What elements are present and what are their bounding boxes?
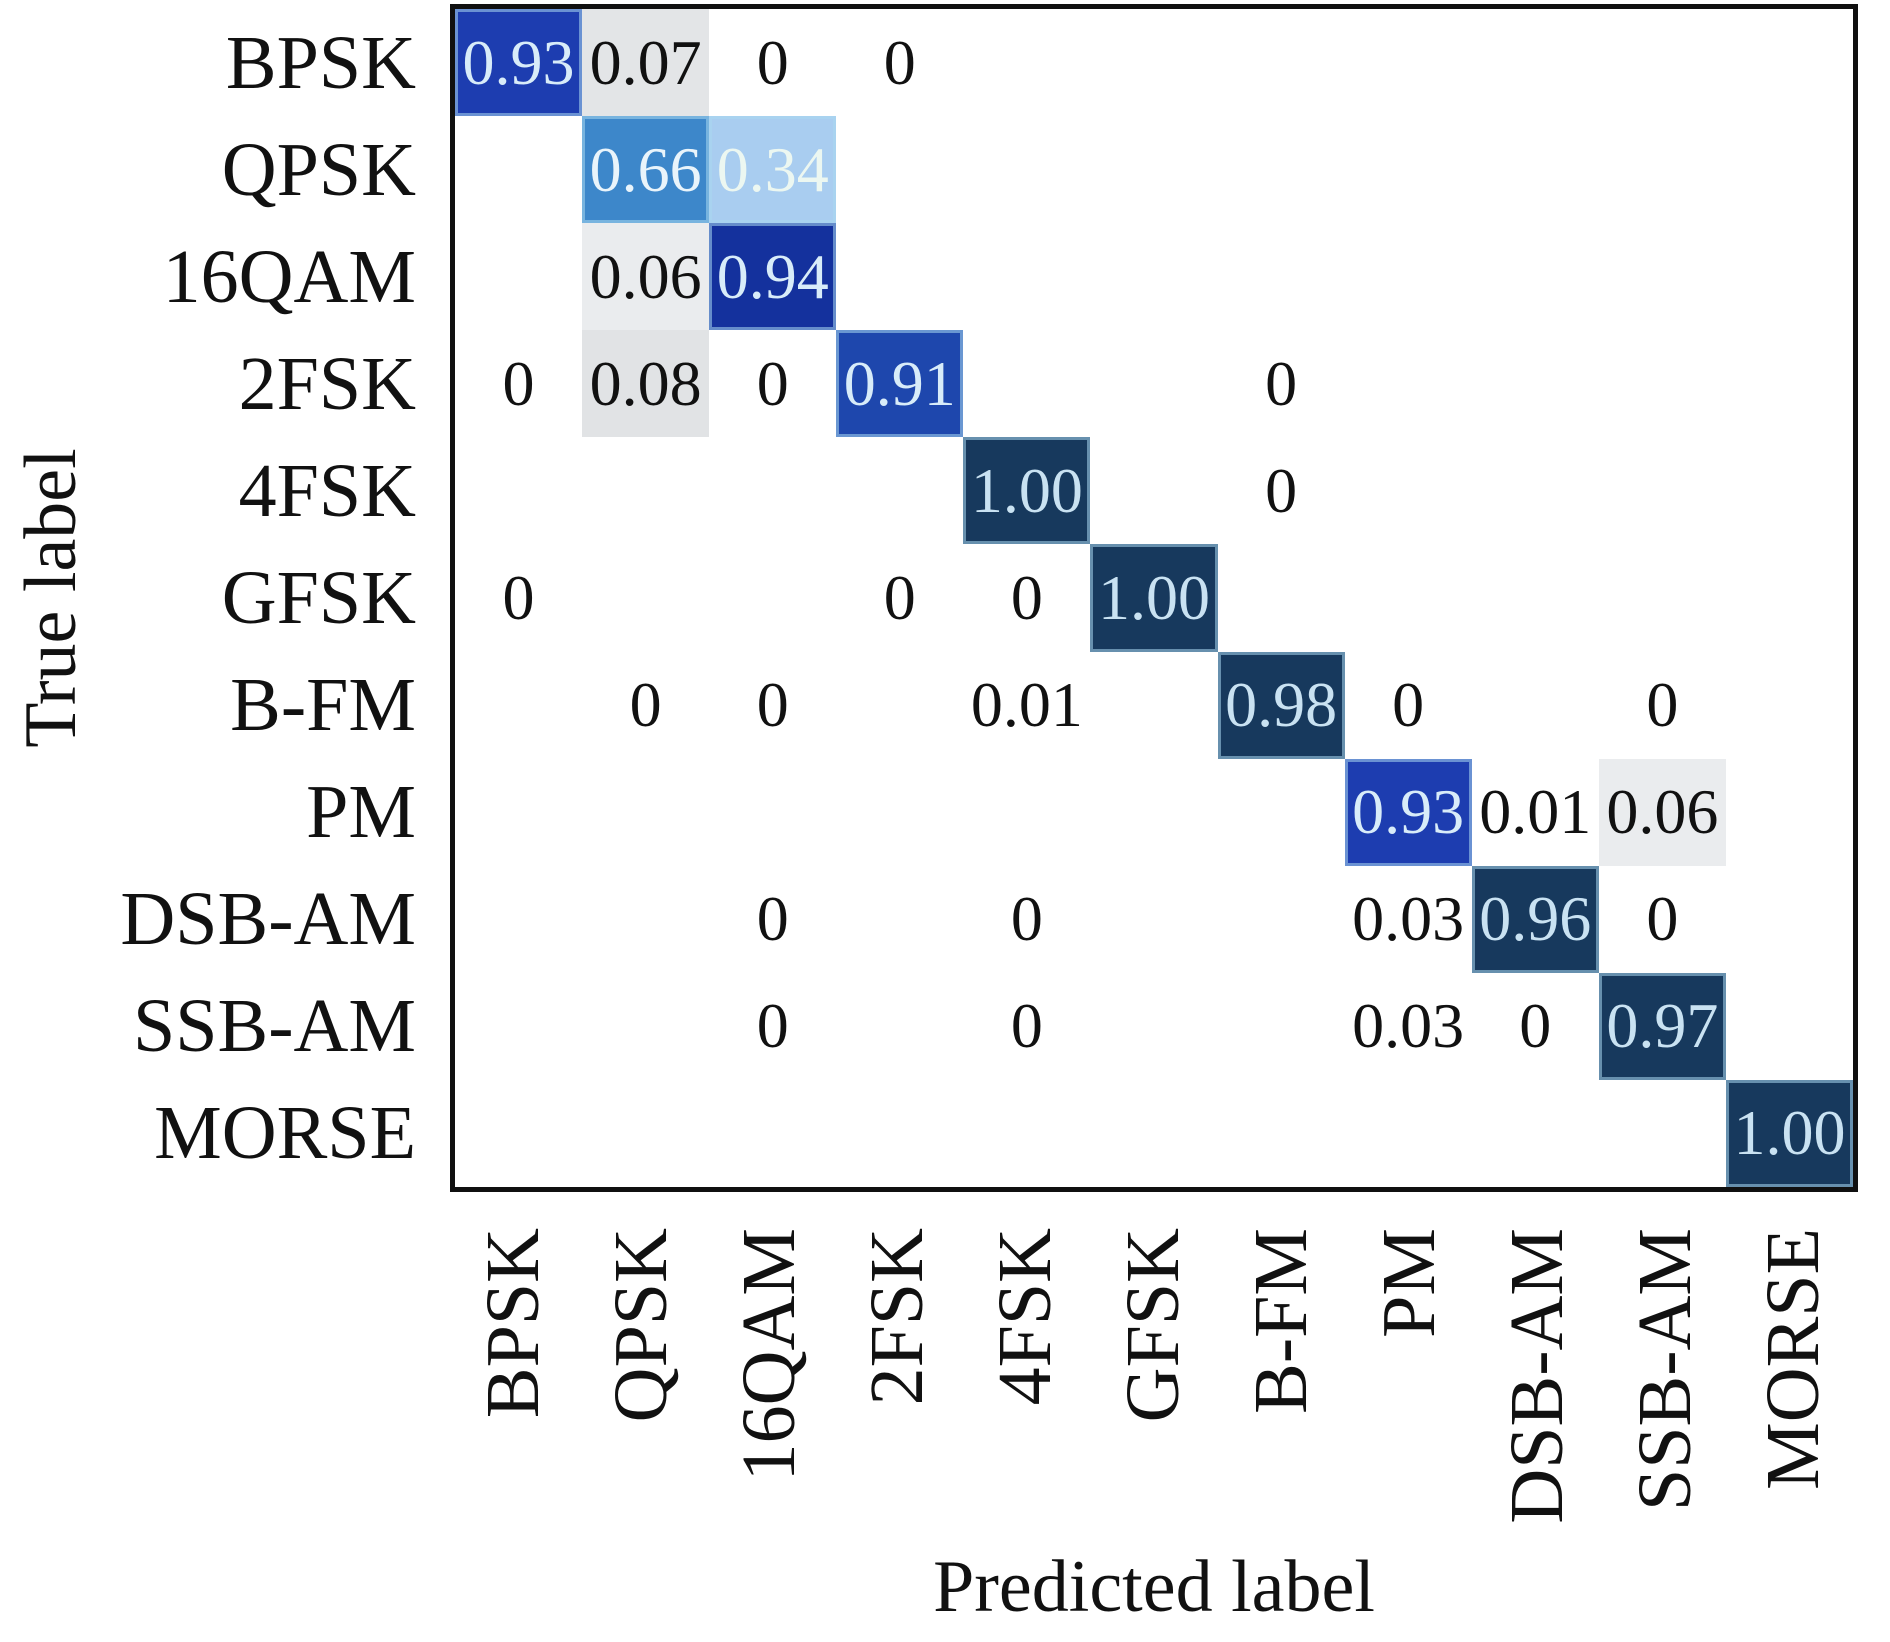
matrix-cell: 0.07 — [582, 9, 710, 117]
x-axis-title: Predicted label — [933, 1546, 1375, 1628]
matrix-cell: 0 — [963, 865, 1091, 973]
y-tick-label: PM — [306, 770, 416, 855]
x-tick-label: SSB-AM — [1623, 1228, 1708, 1511]
matrix-cell: 0.93 — [455, 9, 583, 117]
matrix-cell: 0 — [1217, 437, 1345, 545]
matrix-cell: 0 — [709, 330, 837, 438]
x-tick-label: QPSK — [599, 1228, 684, 1423]
heatmap-cells: 0.93 0.07 0 0 0.66 0.34 0.06 0.94 0 0.08 0 0.91 0 1.0… — [455, 9, 1853, 1187]
matrix-cell: 0 — [963, 544, 1091, 652]
matrix-cell: 0 — [836, 544, 964, 652]
matrix-cell: 0.98 — [1217, 651, 1345, 759]
y-tick-label: DSB-AM — [120, 877, 416, 962]
matrix-cell: 0 — [709, 9, 837, 117]
x-tick-label: 4FSK — [983, 1228, 1068, 1406]
y-tick-label: BPSK — [225, 20, 416, 105]
matrix-cell: 0.01 — [963, 651, 1091, 759]
matrix-cell: 0 — [1598, 651, 1726, 759]
matrix-cell: 0 — [455, 330, 583, 438]
matrix-cell: 0 — [963, 972, 1091, 1080]
matrix-cell: 1.00 — [1090, 544, 1218, 652]
matrix-cell: 0.06 — [582, 223, 710, 331]
x-tick-labels: BPSK QPSK 16QAM 2FSK 4FSK GFSK B-FM PM DSB-AM SSB… — [450, 1228, 1858, 1588]
matrix-cell: 0 — [1344, 651, 1472, 759]
matrix-cell: 0.94 — [709, 223, 837, 331]
matrix-cell: 0 — [582, 651, 710, 759]
y-tick-label: B-FM — [230, 663, 416, 748]
x-tick-label: 2FSK — [855, 1228, 940, 1406]
matrix-cell: 0 — [709, 865, 837, 973]
matrix-cell: 0.08 — [582, 330, 710, 438]
x-tick-label: 16QAM — [727, 1228, 812, 1482]
matrix-cell: 0 — [1471, 972, 1599, 1080]
x-tick-label: GFSK — [1111, 1228, 1196, 1423]
x-tick-label: DSB-AM — [1495, 1228, 1580, 1524]
x-tick-label: B-FM — [1239, 1228, 1324, 1414]
matrix-cell: 0.01 — [1471, 758, 1599, 866]
y-tick-label: QPSK — [221, 127, 416, 212]
matrix-cell: 0.93 — [1344, 758, 1472, 866]
matrix-cell: 0.03 — [1344, 865, 1472, 973]
y-tick-label: 16QAM — [162, 234, 416, 319]
y-tick-label: GFSK — [221, 556, 416, 640]
matrix-cell: 0.03 — [1344, 972, 1472, 1080]
matrix-cell: 0.66 — [582, 116, 710, 224]
matrix-cell: 0 — [709, 651, 837, 759]
y-tick-label: SSB-AM — [133, 984, 416, 1069]
matrix-cell: 0.06 — [1598, 758, 1726, 866]
heatmap-plot-area: 0.93 0.07 0 0 0.66 0.34 0.06 0.94 0 0.08 0 0.91 0 1.0… — [450, 4, 1858, 1192]
matrix-cell: 0.91 — [836, 330, 964, 438]
x-tick-label: MORSE — [1751, 1228, 1836, 1490]
matrix-cell: 0.34 — [709, 116, 837, 224]
matrix-cell: 1.00 — [963, 437, 1091, 545]
y-tick-label: MORSE — [154, 1091, 416, 1176]
y-tick-label: 2FSK — [238, 341, 416, 426]
matrix-cell: 0 — [836, 9, 964, 117]
matrix-cell: 1.00 — [1725, 1079, 1853, 1187]
x-tick-label: BPSK — [471, 1228, 556, 1419]
y-tick-label: 4FSK — [238, 448, 416, 533]
matrix-cell: 0.96 — [1471, 865, 1599, 973]
matrix-cell: 0 — [1598, 865, 1726, 973]
x-tick-label: PM — [1367, 1228, 1452, 1338]
matrix-cell: 0 — [455, 544, 583, 652]
matrix-cell: 0 — [709, 972, 837, 1080]
matrix-cell: 0.97 — [1598, 972, 1726, 1080]
y-tick-labels: BPSK QPSK 16QAM 2FSK 4FSK GFSK B-FM PM DSB-AM SSB… — [0, 9, 432, 1187]
matrix-cell: 0 — [1217, 330, 1345, 438]
